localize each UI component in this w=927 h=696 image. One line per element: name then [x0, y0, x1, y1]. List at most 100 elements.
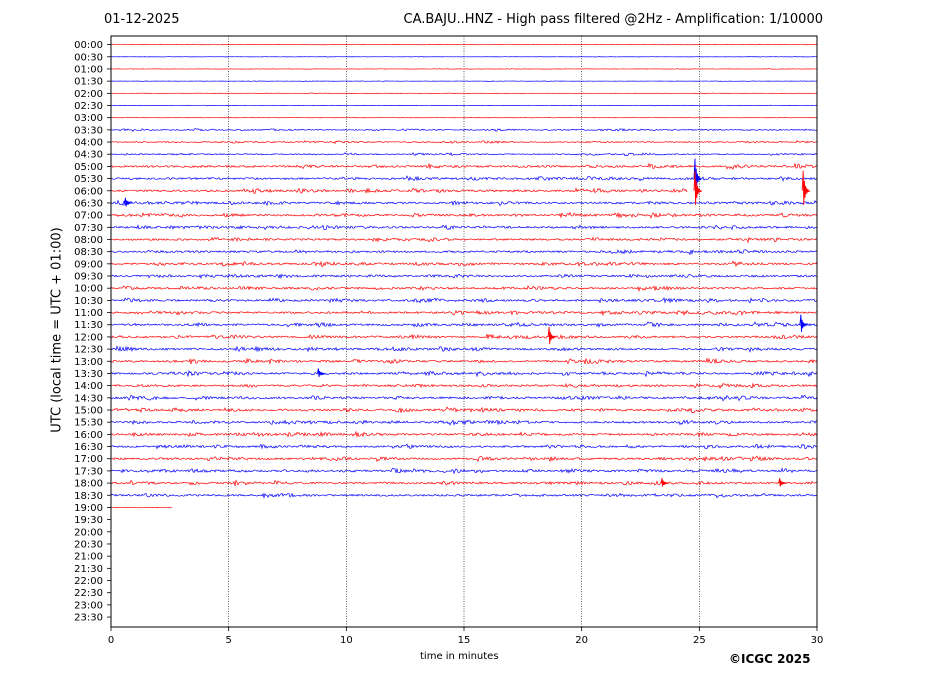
trace-08:30 — [110, 249, 818, 256]
trace-18:00 — [110, 479, 818, 487]
event-12:00-18.7 — [547, 326, 557, 345]
trace-16:00 — [110, 430, 818, 438]
chart-title: CA.BAJU..HNZ - High pass filtered @2Hz -… — [403, 12, 824, 27]
y-tick-label: 07:00 — [74, 211, 103, 222]
trace-07:00 — [110, 211, 818, 219]
y-tick-label: 02:30 — [74, 101, 103, 112]
trace-04:30 — [110, 152, 818, 157]
grid-lines — [228, 36, 700, 627]
x-tick-label: 10 — [340, 635, 353, 646]
trace-12:00 — [110, 333, 818, 340]
x-tick-label: 15 — [458, 635, 471, 646]
trace-15:30 — [110, 419, 818, 426]
y-tick-label: 16:30 — [74, 442, 103, 453]
trace-03:30 — [110, 128, 818, 132]
trace-02:00 — [110, 92, 818, 95]
trace-00:00 — [110, 43, 818, 46]
x-tick-label: 0 — [108, 635, 114, 646]
y-tick-label: 08:00 — [74, 235, 103, 246]
trace-11:00 — [110, 309, 818, 317]
trace-09:00 — [110, 260, 818, 268]
event-06:30-0.7 — [124, 197, 133, 207]
trace-09:30 — [110, 273, 818, 280]
trace-10:30 — [110, 297, 818, 304]
y-tick-label: 06:30 — [74, 198, 103, 209]
y-tick-label: 18:30 — [74, 491, 103, 502]
trace-00:30 — [110, 56, 818, 58]
trace-01:30 — [111, 80, 818, 82]
y-tick-label: 12:00 — [74, 332, 103, 343]
y-tick-label: 02:00 — [74, 89, 103, 100]
y-tick-label: 10:00 — [74, 284, 103, 295]
y-tick-label: 22:00 — [74, 576, 103, 587]
y-tick-label: 20:00 — [74, 527, 103, 538]
y-tick-label: 23:00 — [74, 600, 103, 611]
seismic-traces — [110, 43, 818, 509]
trace-16:30 — [110, 443, 818, 450]
date-label: 01-12-2025 — [104, 12, 180, 27]
trace-10:00 — [110, 285, 818, 293]
y-tick-label: 04:00 — [74, 138, 103, 149]
trace-08:00 — [110, 236, 818, 244]
y-tick-label: 19:30 — [74, 515, 103, 526]
y-tick-label: 05:00 — [74, 162, 103, 173]
y-tick-label: 04:30 — [74, 150, 103, 161]
y-tick-label: 11:30 — [74, 320, 103, 331]
event-18:00-23.5 — [660, 478, 670, 487]
y-tick-label: 21:00 — [74, 552, 103, 563]
trace-06:30 — [110, 199, 818, 207]
y-tick-label: 14:30 — [74, 393, 103, 404]
y-tick-label: 01:00 — [74, 64, 103, 75]
y-tick-label: 03:00 — [74, 113, 103, 124]
y-tick-label: 13:00 — [74, 357, 103, 368]
x-tick-label: 5 — [225, 635, 231, 646]
y-tick-label: 13:30 — [74, 369, 103, 380]
trace-17:00 — [110, 455, 818, 463]
y-tick-label: 11:00 — [74, 308, 103, 319]
y-tick-label: 12:30 — [74, 345, 103, 356]
y-tick-label: 01:30 — [74, 77, 103, 88]
y-tick-label: 20:30 — [74, 539, 103, 550]
y-tick-label: 16:00 — [74, 430, 103, 441]
y-tick-label: 14:00 — [74, 381, 103, 392]
y-tick-label: 18:00 — [74, 479, 103, 490]
event-13:30-8.9 — [316, 368, 326, 378]
x-axis-label: time in minutes — [420, 651, 499, 662]
y-tick-label: 00:30 — [74, 52, 103, 63]
y-tick-label: 22:30 — [74, 588, 103, 599]
y-tick-label: 19:00 — [74, 503, 103, 514]
trace-17:30 — [110, 467, 818, 475]
y-axis-label: UTC (local time = UTC + 01:00) — [49, 227, 65, 433]
y-tick-label: 05:30 — [74, 174, 103, 185]
y-tick-label: 21:30 — [74, 564, 103, 575]
y-tick-label: 23:30 — [74, 613, 103, 624]
trace-15:00 — [110, 406, 818, 414]
y-tick-label: 17:00 — [74, 454, 103, 465]
trace-06:00 — [110, 187, 688, 194]
trace-18:30 — [110, 492, 818, 499]
trace-11:30 — [110, 321, 818, 328]
trace-04:00 — [110, 139, 818, 145]
trace-05:00 — [110, 162, 818, 170]
y-tick-label: 07:30 — [74, 223, 103, 234]
y-tick-label: 10:30 — [74, 296, 103, 307]
y-tick-label: 06:00 — [74, 186, 103, 197]
y-tick-label: 00:00 — [74, 40, 103, 51]
trace-12:30 — [110, 345, 818, 353]
trace-14:00 — [110, 382, 818, 390]
y-tick-label: 09:00 — [74, 259, 103, 270]
y-tick-label: 17:30 — [74, 466, 103, 477]
trace-14:30 — [110, 394, 818, 402]
event-11:30-29.4 — [799, 314, 809, 332]
event-06:00-24.9 — [693, 170, 703, 205]
trace-07:30 — [110, 224, 818, 231]
y-tick-label: 03:30 — [74, 125, 103, 136]
copyright-label: ©ICGC 2025 — [729, 652, 811, 666]
x-tick-label: 25 — [693, 635, 706, 646]
y-tick-label: 09:30 — [74, 272, 103, 283]
trace-19:00 — [110, 506, 173, 509]
event-18:00-28.5 — [778, 478, 787, 487]
x-tick-label: 20 — [575, 635, 588, 646]
